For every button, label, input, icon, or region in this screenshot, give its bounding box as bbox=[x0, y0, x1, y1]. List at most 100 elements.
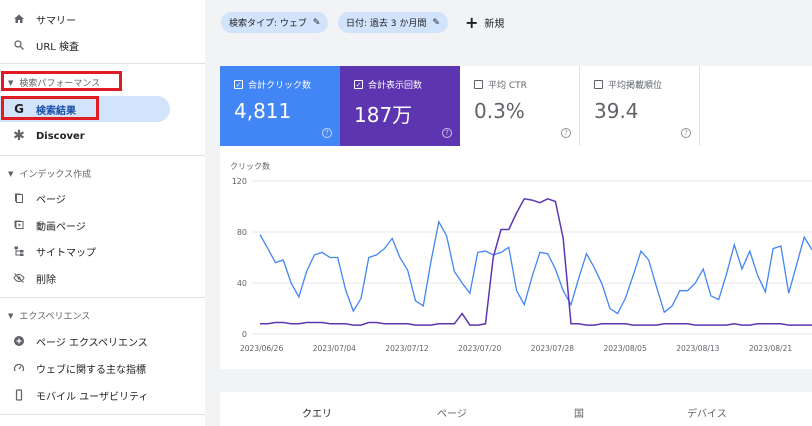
pencil-icon: ✎ bbox=[312, 17, 321, 28]
series-line-impressions bbox=[260, 197, 812, 326]
metric-card-empty bbox=[700, 66, 812, 146]
caret-down-icon: ▼ bbox=[8, 169, 14, 178]
video-page-icon bbox=[12, 218, 26, 232]
asterisk-icon: ✱ bbox=[13, 128, 25, 144]
sidebar-item-label: ページ bbox=[36, 194, 66, 206]
metric-card-clicks[interactable]: ✓ 合計クリック数 4,811 ? bbox=[220, 66, 340, 146]
x-tick-label: 2023/08/13 bbox=[676, 344, 719, 353]
sidebar-item-page-experience[interactable]: ページ エクスペリエンス bbox=[0, 328, 170, 354]
search-type-chip[interactable]: 検索タイプ: ウェブ ✎ bbox=[221, 12, 329, 33]
x-tick-label: 2023/07/20 bbox=[458, 344, 501, 353]
sidebar-item-label: Discover bbox=[36, 130, 85, 142]
metric-value: 187万 bbox=[354, 103, 413, 127]
home-icon bbox=[12, 12, 26, 26]
search-icon bbox=[12, 38, 26, 52]
checkbox-unchecked-icon[interactable] bbox=[594, 80, 603, 89]
section-experience[interactable]: ▼ エクスペリエンス bbox=[8, 309, 91, 323]
checkbox-unchecked-icon[interactable] bbox=[474, 80, 483, 89]
sidebar-item-pages[interactable]: ページ bbox=[0, 185, 170, 211]
help-icon[interactable]: ? bbox=[561, 128, 571, 138]
speed-gauge-icon bbox=[12, 361, 26, 375]
sidebar-item-removals[interactable]: 削除 bbox=[0, 265, 170, 291]
y-axis-label: クリック数 bbox=[230, 161, 270, 171]
section-label: 検索パフォーマンス bbox=[19, 79, 101, 89]
help-icon[interactable]: ? bbox=[442, 128, 452, 138]
sidebar-item-discover[interactable]: ✱ Discover bbox=[0, 123, 170, 149]
plus-icon: + bbox=[465, 13, 479, 32]
new-filter-label: 新規 bbox=[484, 19, 505, 30]
sidebar-item-label: サマリー bbox=[36, 15, 76, 27]
filter-bar: 検索タイプ: ウェブ ✎ 日付: 過去 3 か月間 ✎ + 新規 bbox=[205, 0, 812, 42]
x-tick-label: 2023/08/05 bbox=[604, 344, 647, 353]
metric-card-impressions[interactable]: ✓ 合計表示回数 187万 ? bbox=[340, 66, 460, 146]
sidebar-item-label: URL 検査 bbox=[36, 41, 80, 53]
metric-label: 平均掲載順位 bbox=[608, 81, 663, 91]
tab-pages[interactable]: ページ bbox=[437, 409, 467, 420]
section-label: インデックス作成 bbox=[19, 170, 92, 180]
section-label: エクスペリエンス bbox=[19, 312, 91, 322]
dimension-tabs: クエリ ページ 国 デバイス bbox=[220, 392, 812, 426]
divider bbox=[0, 63, 205, 64]
x-tick-label: 2023/06/26 bbox=[240, 344, 283, 353]
section-search-performance[interactable]: ▼ 検索パフォーマンス bbox=[8, 76, 101, 90]
chip-label: 検索タイプ: ウェブ bbox=[229, 19, 307, 29]
sidebar-item-sitemaps[interactable]: サイトマップ bbox=[0, 238, 170, 264]
plus-circle-icon bbox=[12, 334, 26, 348]
section-index[interactable]: ▼ インデックス作成 bbox=[8, 167, 92, 181]
sidebar-item-label: 削除 bbox=[36, 274, 56, 286]
metric-card-ctr[interactable]: 平均 CTR 0.3% ? bbox=[460, 66, 580, 146]
help-icon[interactable]: ? bbox=[322, 128, 332, 138]
x-tick-label: 2023/07/04 bbox=[313, 344, 356, 353]
sidebar-item-mobile-usability[interactable]: モバイル ユーザビリティ bbox=[0, 382, 170, 408]
sidebar-item-label: ページ エクスペリエンス bbox=[36, 337, 148, 349]
metric-value: 0.3% bbox=[474, 99, 525, 123]
chip-label: 日付: 過去 3 か月間 bbox=[346, 19, 427, 29]
series-line-clicks bbox=[259, 219, 812, 315]
x-tick-label: 2023/07/28 bbox=[531, 344, 574, 353]
pages-icon bbox=[12, 191, 26, 205]
pencil-icon: ✎ bbox=[432, 17, 440, 28]
google-g-icon: G bbox=[14, 102, 24, 116]
checkbox-checked-icon[interactable]: ✓ bbox=[354, 80, 363, 89]
metric-card-position[interactable]: 平均掲載順位 39.4 ? bbox=[580, 66, 700, 146]
caret-down-icon: ▼ bbox=[8, 78, 14, 87]
help-icon[interactable]: ? bbox=[681, 128, 691, 138]
sidebar: サマリー URL 検査 ▼ 検索パフォーマンス G 検索結果 ✱ Discove… bbox=[0, 0, 205, 426]
y-tick-label: 0 bbox=[242, 330, 247, 339]
sidebar-item-label: モバイル ユーザビリティ bbox=[36, 391, 149, 403]
sidebar-item-label: ウェブに関する主な指標 bbox=[36, 364, 146, 376]
sidebar-item-video-pages[interactable]: 動画ページ bbox=[0, 212, 170, 238]
y-tick-label: 120 bbox=[232, 177, 247, 186]
divider bbox=[0, 155, 205, 156]
sidebar-item-url-inspection[interactable]: URL 検査 bbox=[0, 32, 170, 58]
performance-chart: クリック数 0 40 80 120 2023/06/26 2023/07/04 2023/… bbox=[220, 146, 812, 369]
divider bbox=[0, 297, 205, 298]
caret-down-icon: ▼ bbox=[8, 311, 14, 320]
metric-label: 平均 CTR bbox=[488, 81, 527, 91]
eye-off-icon bbox=[12, 271, 26, 285]
new-filter-button[interactable]: + 新規 bbox=[465, 12, 504, 33]
y-tick-label: 40 bbox=[237, 279, 247, 288]
date-chip[interactable]: 日付: 過去 3 か月間 ✎ bbox=[338, 12, 448, 33]
sidebar-item-label: 動画ページ bbox=[36, 221, 86, 233]
chart-svg: クリック数 0 40 80 120 2023/06/26 2023/07/04 2023/… bbox=[230, 161, 812, 353]
tab-countries[interactable]: 国 bbox=[574, 409, 584, 420]
highlight-box-search-results bbox=[1, 96, 99, 120]
sidebar-item-label: サイトマップ bbox=[36, 247, 96, 259]
metric-value: 4,811 bbox=[234, 99, 292, 123]
metric-label: 合計表示回数 bbox=[368, 81, 423, 91]
checkbox-checked-icon[interactable]: ✓ bbox=[234, 80, 243, 89]
x-tick-label: 2023/08/21 bbox=[749, 344, 792, 353]
highlight-box-section bbox=[1, 71, 122, 91]
x-tick-label: 2023/07/12 bbox=[385, 344, 428, 353]
sidebar-item-summary[interactable]: サマリー bbox=[0, 6, 170, 32]
sitemap-icon bbox=[12, 244, 26, 258]
metric-label: 合計クリック数 bbox=[248, 81, 312, 91]
metric-value: 39.4 bbox=[594, 99, 639, 123]
y-tick-label: 80 bbox=[237, 228, 247, 237]
sidebar-item-core-web-vitals[interactable]: ウェブに関する主な指標 bbox=[0, 355, 170, 381]
sidebar-item-label: 検索結果 bbox=[36, 105, 76, 117]
tab-queries[interactable]: クエリ bbox=[302, 409, 332, 420]
smartphone-icon bbox=[12, 388, 26, 402]
tab-devices[interactable]: デバイス bbox=[687, 409, 727, 420]
